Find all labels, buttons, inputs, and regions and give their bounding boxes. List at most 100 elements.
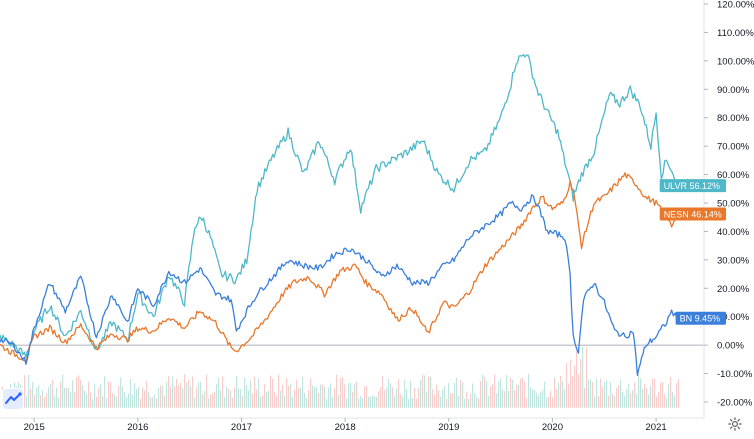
volume-bar bbox=[618, 384, 620, 408]
volume-bar bbox=[418, 388, 420, 408]
volume-bar bbox=[326, 399, 328, 408]
volume-bar bbox=[672, 391, 674, 408]
volume-bar bbox=[592, 382, 594, 408]
volume-bar bbox=[194, 397, 196, 408]
volume-bar bbox=[48, 387, 50, 408]
volume-bar bbox=[342, 377, 344, 408]
volume-bar bbox=[96, 396, 98, 408]
volume-bar bbox=[498, 381, 500, 408]
volume-bar bbox=[238, 388, 240, 408]
volume-bar bbox=[144, 390, 146, 408]
volume-bar bbox=[396, 388, 398, 408]
y-tick-label: 30.00% bbox=[717, 255, 750, 266]
volume-bar bbox=[196, 387, 198, 408]
volume-bar bbox=[522, 377, 524, 408]
volume-bar bbox=[284, 395, 286, 408]
volume-bar bbox=[388, 379, 390, 408]
volume-bar bbox=[554, 377, 556, 408]
volume-bar bbox=[204, 391, 206, 408]
volume-bar bbox=[60, 381, 62, 408]
x-tick-label: 2015 bbox=[24, 422, 45, 433]
volume-bar bbox=[66, 387, 68, 408]
volume-bar bbox=[478, 398, 480, 408]
volume-bar bbox=[256, 389, 258, 408]
volume-bar bbox=[664, 394, 666, 408]
volume-bar bbox=[490, 386, 492, 408]
volume-bar bbox=[434, 394, 436, 408]
tradingview-logo-button[interactable] bbox=[2, 388, 24, 410]
volume-bar bbox=[442, 389, 444, 408]
volume-bar bbox=[26, 396, 28, 408]
volume-bar bbox=[250, 380, 252, 408]
volume-bar bbox=[630, 393, 632, 408]
volume-bar bbox=[640, 378, 642, 408]
volume-bar bbox=[332, 396, 334, 408]
volume-bar bbox=[146, 380, 148, 408]
volume-bar bbox=[432, 389, 434, 408]
volume-bar bbox=[366, 385, 368, 408]
volume-bar bbox=[626, 388, 628, 408]
volume-bar bbox=[132, 394, 134, 408]
last-value-text-nesn: NESN 46.14% bbox=[664, 209, 722, 219]
volume-bar bbox=[230, 390, 232, 408]
volume-bar bbox=[638, 374, 640, 408]
volume-bar bbox=[570, 359, 572, 408]
volume-bar bbox=[612, 393, 614, 408]
volume-bar bbox=[294, 389, 296, 408]
volume-bar bbox=[34, 394, 36, 408]
volume-bar bbox=[276, 395, 278, 408]
volume-bar bbox=[506, 374, 508, 408]
volume-bar bbox=[588, 380, 590, 408]
volume-bar bbox=[428, 375, 430, 408]
volume-bar bbox=[656, 396, 658, 408]
volume-bar bbox=[236, 376, 238, 408]
volume-bar bbox=[210, 394, 212, 408]
volume-bar bbox=[308, 390, 310, 408]
volume-bar bbox=[94, 384, 96, 408]
volume-bar bbox=[226, 386, 228, 408]
volume-bar bbox=[360, 396, 362, 408]
volume-bar bbox=[496, 393, 498, 408]
volume-bar bbox=[654, 378, 656, 408]
volume-bar bbox=[126, 397, 128, 408]
gear-icon bbox=[728, 417, 742, 431]
chart-settings-button[interactable] bbox=[727, 417, 743, 433]
volume-bar bbox=[596, 378, 598, 408]
last-value-badge-bn bbox=[675, 311, 726, 325]
volume-bar bbox=[584, 387, 586, 408]
volume-bar bbox=[36, 387, 38, 408]
volume-bar bbox=[312, 385, 314, 408]
volume-bar bbox=[174, 386, 176, 408]
volume-bar bbox=[64, 387, 66, 408]
volume-bar bbox=[218, 377, 220, 408]
volume-bar bbox=[670, 377, 672, 408]
y-tick-label: 120.00% bbox=[717, 0, 754, 11]
volume-bar bbox=[298, 387, 300, 408]
volume-bar bbox=[502, 389, 504, 408]
volume-bar bbox=[310, 378, 312, 408]
volume-bar bbox=[530, 387, 532, 408]
volume-bar bbox=[376, 396, 378, 408]
volume-bar bbox=[28, 374, 30, 408]
volume-bar bbox=[30, 388, 32, 408]
volume-bar bbox=[212, 393, 214, 408]
volume-bar bbox=[540, 392, 542, 408]
volume-bar bbox=[314, 387, 316, 408]
volume-bar bbox=[136, 388, 138, 408]
volume-bar bbox=[242, 395, 244, 408]
volume-bar bbox=[134, 383, 136, 408]
volume-bar bbox=[116, 397, 118, 408]
volume-bar bbox=[82, 384, 84, 408]
volume-bar bbox=[202, 394, 204, 408]
volume-bar bbox=[474, 392, 476, 408]
volume-bar bbox=[38, 385, 40, 408]
volume-bar bbox=[106, 398, 108, 408]
volume-bar bbox=[114, 394, 116, 408]
volume-bar bbox=[568, 383, 570, 408]
volume-bar bbox=[62, 374, 64, 408]
volume-bar bbox=[270, 375, 272, 408]
volume-bar bbox=[550, 390, 552, 408]
volume-bar bbox=[582, 347, 584, 408]
volume-bar bbox=[176, 379, 178, 408]
volume-bar bbox=[658, 392, 660, 408]
